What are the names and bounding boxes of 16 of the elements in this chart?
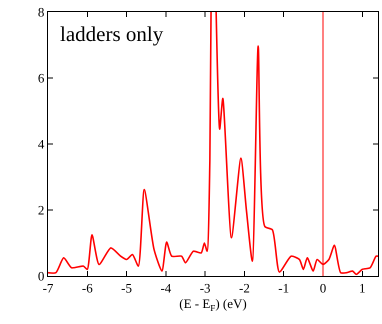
y-tick-label: 6 [38, 70, 45, 86]
x-axis-title: (E - E$_{F}$) (eV) [179, 296, 247, 313]
x-tick-label: -4 [160, 280, 172, 296]
y-tick-label: 0 [38, 268, 44, 284]
x-tick-label: -2 [239, 280, 250, 296]
x-tick-label: -7 [42, 280, 54, 296]
y-tick-label: 2 [38, 202, 44, 218]
x-tick-label: 0 [320, 280, 326, 296]
y-tick-label: 8 [38, 4, 44, 20]
x-tick-label: -1 [278, 280, 290, 296]
annotation: ladders only [60, 22, 164, 46]
x-tick-label: -5 [121, 280, 132, 296]
x-tick-label: -6 [82, 280, 94, 296]
x-tick-label: 1 [359, 280, 366, 296]
x-tick-label: -3 [200, 280, 211, 296]
y-tick-label: 4 [38, 136, 45, 152]
